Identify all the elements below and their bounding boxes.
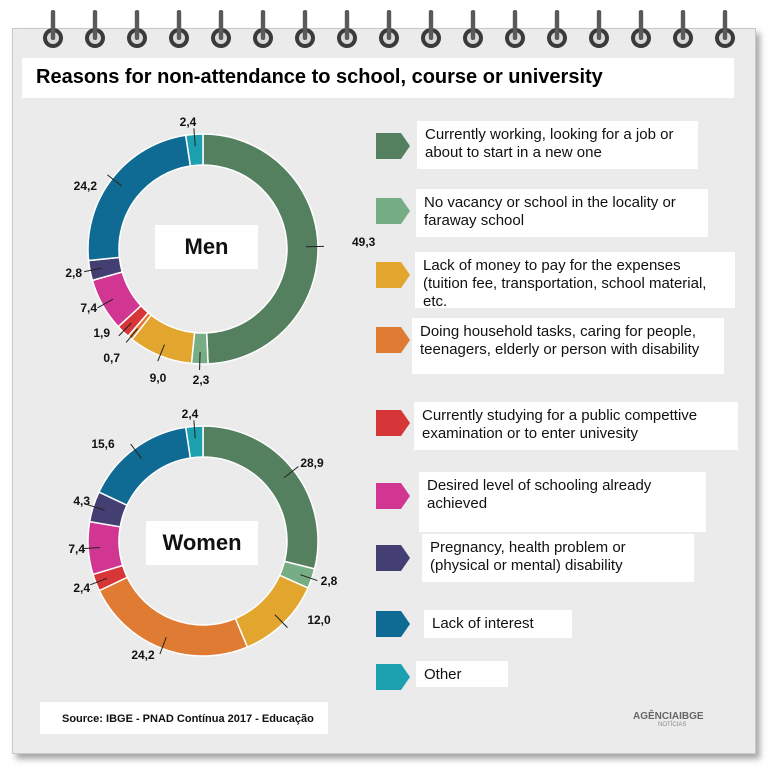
value-label: 2,4 [180, 115, 197, 129]
legend-label: No vacancy or school in the locality or … [416, 189, 708, 237]
slice-other [184, 425, 204, 459]
leader-line [300, 574, 318, 582]
value-label: 2,4 [73, 581, 90, 595]
value-label: 4,3 [73, 494, 90, 508]
binding-ring [295, 10, 315, 48]
value-label: 12,0 [307, 613, 331, 627]
leader-line [118, 322, 132, 337]
leader-line [193, 128, 196, 147]
value-label: 49,3 [352, 235, 376, 249]
legend-label: Currently working, looking for a job or … [417, 121, 698, 169]
legend-swatch-money [376, 262, 410, 288]
binding-ring [463, 10, 483, 48]
legend-label: Pregnancy, health problem or (physical o… [422, 534, 694, 582]
legend-swatch-no_vacancy [376, 198, 410, 224]
leader-line [107, 174, 122, 187]
binding-ring [673, 10, 693, 48]
value-label: 28,9 [300, 456, 324, 470]
binding-ring [379, 10, 399, 48]
binding-ring [337, 10, 357, 48]
slice-other [184, 133, 204, 167]
agencia-ibge-logo: AGÊNCIAIBGE [633, 711, 704, 722]
source-box [40, 702, 328, 734]
binding-ring [169, 10, 189, 48]
binding-ring [715, 10, 735, 48]
leader-line [82, 546, 101, 550]
donut-women: 28,9 2,8 12,0 24,2 2,4 7,4 4,3 15,6 2,4 Women [68, 407, 337, 662]
legend-label: Currently studying for a public competti… [414, 402, 738, 450]
spiral-binding [43, 10, 735, 48]
binding-ring [421, 10, 441, 48]
leader-line [130, 443, 142, 459]
leader-line [199, 351, 201, 370]
center-label-box [146, 521, 258, 565]
binding-ring [505, 10, 525, 48]
legend-swatch-interest [376, 611, 410, 637]
binding-ring [547, 10, 567, 48]
value-label: 9,0 [150, 371, 167, 385]
value-label: 2,8 [321, 574, 338, 588]
value-label: 24,2 [74, 179, 98, 193]
binding-ring [43, 10, 63, 48]
binding-ring [589, 10, 609, 48]
leader-line [274, 614, 288, 628]
source-note: Source: IBGE - PNAD Contínua 2017 - Educ… [62, 713, 314, 725]
legend-swatch-other [376, 664, 410, 690]
legend-label: Other [416, 661, 508, 687]
binding-ring [631, 10, 651, 48]
legend-label: Lack of money to pay for the expenses (t… [415, 252, 735, 310]
leader-line [90, 577, 108, 586]
legend-swatch-studying [376, 410, 410, 436]
value-label: 7,4 [68, 542, 85, 556]
chart-title: Reasons for non-attendance to school, co… [36, 66, 603, 88]
title-box [22, 58, 734, 98]
slice-working [202, 133, 319, 365]
leader-line [97, 298, 114, 309]
center-label: Women [162, 530, 241, 555]
legend-swatch-achieved [376, 483, 410, 509]
value-label: 24,2 [131, 648, 155, 662]
value-label: 1,9 [93, 326, 110, 340]
agencia-ibge-logo-sub: NOTÍCIAS [658, 722, 687, 728]
value-label: 0,7 [103, 351, 120, 365]
value-label: 7,4 [80, 301, 97, 315]
binding-ring [211, 10, 231, 48]
legend-swatch-working [376, 133, 410, 159]
leader-line [87, 504, 105, 511]
leader-line [125, 328, 138, 343]
leader-line [157, 344, 165, 362]
legend-swatch-household [376, 327, 410, 353]
value-label: 2,4 [182, 407, 199, 421]
slice-money [234, 574, 309, 649]
donut-men: 49,3 2,3 9,0 0,7 1,9 7,4 2,8 24,2 2,4 Men [65, 115, 375, 387]
slice-household [98, 576, 249, 657]
center-label-box [155, 225, 258, 269]
leader-line [159, 637, 167, 655]
legend-label: Desired level of schooling already achie… [419, 472, 706, 532]
value-label: 15,6 [91, 437, 115, 451]
binding-ring [85, 10, 105, 48]
legend-label: Lack of interest [424, 610, 572, 638]
binding-ring [253, 10, 273, 48]
center-label: Men [185, 234, 229, 259]
leader-line [283, 466, 299, 479]
leader-line [84, 267, 102, 273]
value-label: 2,8 [65, 266, 82, 280]
legend-label: Doing household tasks, caring for people… [412, 318, 724, 374]
value-label: 2,3 [193, 373, 210, 387]
binding-ring [127, 10, 147, 48]
legend-swatch-pregnancy [376, 545, 410, 571]
leader-line [193, 420, 196, 439]
